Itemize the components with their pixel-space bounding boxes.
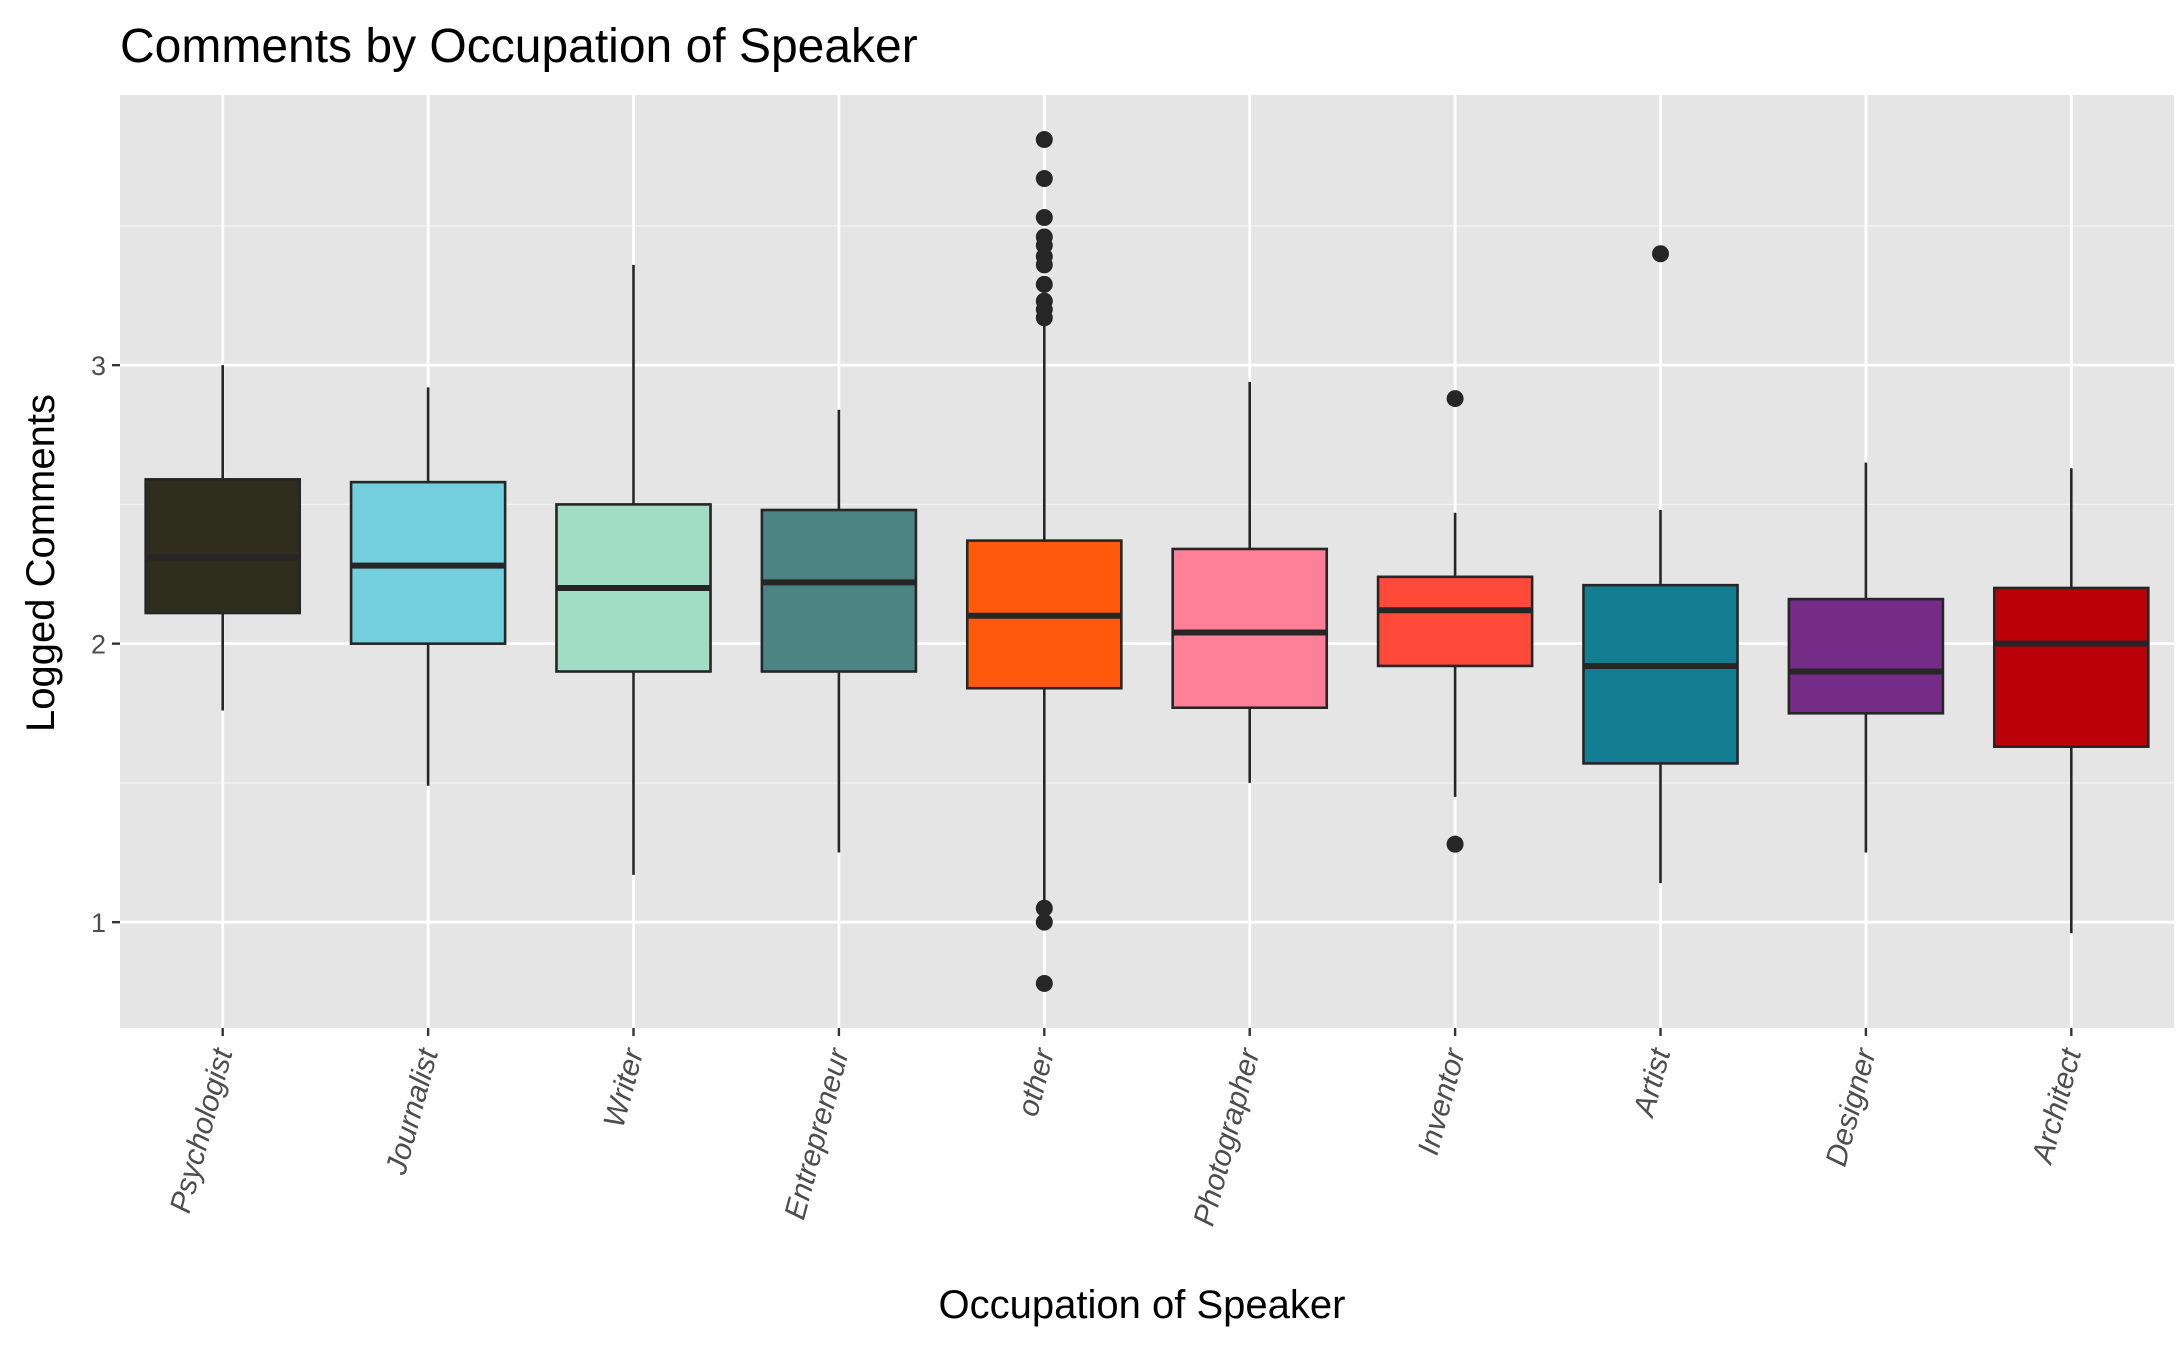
x-tick-label-other: other — [1011, 1044, 1061, 1120]
y-tick-label: 3 — [91, 351, 106, 381]
box-entrepreneur — [760, 409, 918, 853]
box-iqr — [144, 478, 302, 615]
y-tick-label: 1 — [91, 908, 106, 938]
y-tick-label: 2 — [91, 630, 106, 660]
outlier-point — [1035, 974, 1053, 992]
box-iqr — [1787, 597, 1945, 715]
box-iqr — [1171, 547, 1329, 710]
box-iqr — [1992, 586, 2150, 749]
outlier-point — [1035, 309, 1053, 327]
box-inventor — [1376, 390, 1534, 853]
x-axis-title: Occupation of Speaker — [939, 1283, 1346, 1327]
outlier-point — [1035, 913, 1053, 931]
outlier-point — [1446, 390, 1464, 408]
y-axis-ticks: 1 2 3 — [91, 351, 120, 938]
box-artist — [1582, 245, 1739, 884]
outlier-point — [1652, 245, 1669, 263]
outlier-point — [1035, 131, 1053, 149]
x-tick-label-designer: Designer — [1820, 1044, 1883, 1169]
outlier-point — [1035, 899, 1053, 917]
box-architect — [1992, 468, 2150, 934]
y-axis-title: Logged Comments — [19, 394, 63, 732]
box-psychologist — [144, 365, 302, 711]
outlier-point — [1446, 835, 1464, 853]
outlier-point — [1035, 170, 1053, 188]
x-tick-label-inventor: Inventor — [1412, 1044, 1472, 1158]
x-tick-label-architect: Architect — [2025, 1044, 2088, 1169]
chart-title: Comments by Occupation of Speaker — [120, 20, 918, 73]
outlier-point — [1035, 209, 1053, 227]
x-tick-label-journalist: Journalist — [379, 1044, 445, 1179]
box-iqr — [1582, 583, 1739, 765]
x-tick-label-writer: Writer — [598, 1044, 651, 1131]
box-photographer — [1171, 381, 1329, 783]
x-tick-label-photographer: Photographer — [1188, 1044, 1267, 1229]
x-tick-label-psychologist: Psychologist — [164, 1044, 240, 1217]
box-iqr — [760, 508, 918, 673]
box-iqr — [1376, 575, 1534, 668]
x-axis-ticks: Psychologist Journalist Writer Entrepreneur… — [164, 1028, 2088, 1229]
outlier-point — [1035, 256, 1053, 274]
outlier-point — [1035, 275, 1053, 293]
x-tick-label-artist: Artist — [1627, 1044, 1678, 1122]
x-tick-label-entrepreneur: Entrepreneur — [778, 1044, 855, 1223]
box-other — [965, 131, 1123, 992]
boxplot-series — [144, 131, 2150, 992]
box-writer — [555, 264, 712, 875]
box-journalist — [349, 387, 507, 786]
box-designer — [1787, 462, 1945, 853]
